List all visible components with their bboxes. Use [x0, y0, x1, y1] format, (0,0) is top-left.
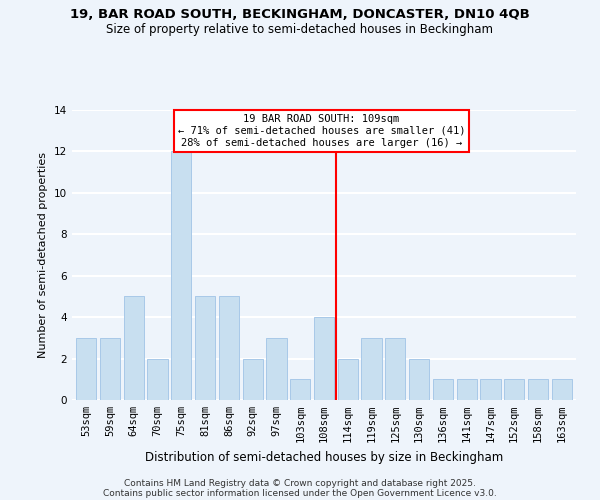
Bar: [528, 380, 548, 400]
Bar: [338, 358, 358, 400]
Bar: [361, 338, 382, 400]
Bar: [100, 338, 120, 400]
Text: 19 BAR ROAD SOUTH: 109sqm
← 71% of semi-detached houses are smaller (41)
28% of : 19 BAR ROAD SOUTH: 109sqm ← 71% of semi-…: [178, 114, 465, 148]
Bar: [433, 380, 453, 400]
Bar: [242, 358, 263, 400]
Bar: [481, 380, 500, 400]
Bar: [76, 338, 97, 400]
X-axis label: Distribution of semi-detached houses by size in Beckingham: Distribution of semi-detached houses by …: [145, 450, 503, 464]
Bar: [409, 358, 429, 400]
Text: Contains HM Land Registry data © Crown copyright and database right 2025.: Contains HM Land Registry data © Crown c…: [124, 478, 476, 488]
Bar: [457, 380, 477, 400]
Bar: [290, 380, 310, 400]
Text: Size of property relative to semi-detached houses in Beckingham: Size of property relative to semi-detach…: [107, 22, 493, 36]
Bar: [551, 380, 572, 400]
Bar: [195, 296, 215, 400]
Text: 19, BAR ROAD SOUTH, BECKINGHAM, DONCASTER, DN10 4QB: 19, BAR ROAD SOUTH, BECKINGHAM, DONCASTE…: [70, 8, 530, 20]
Bar: [266, 338, 287, 400]
Bar: [504, 380, 524, 400]
Bar: [314, 317, 334, 400]
Bar: [148, 358, 167, 400]
Y-axis label: Number of semi-detached properties: Number of semi-detached properties: [38, 152, 49, 358]
Text: Contains public sector information licensed under the Open Government Licence v3: Contains public sector information licen…: [103, 488, 497, 498]
Bar: [385, 338, 406, 400]
Bar: [124, 296, 144, 400]
Bar: [171, 152, 191, 400]
Bar: [219, 296, 239, 400]
